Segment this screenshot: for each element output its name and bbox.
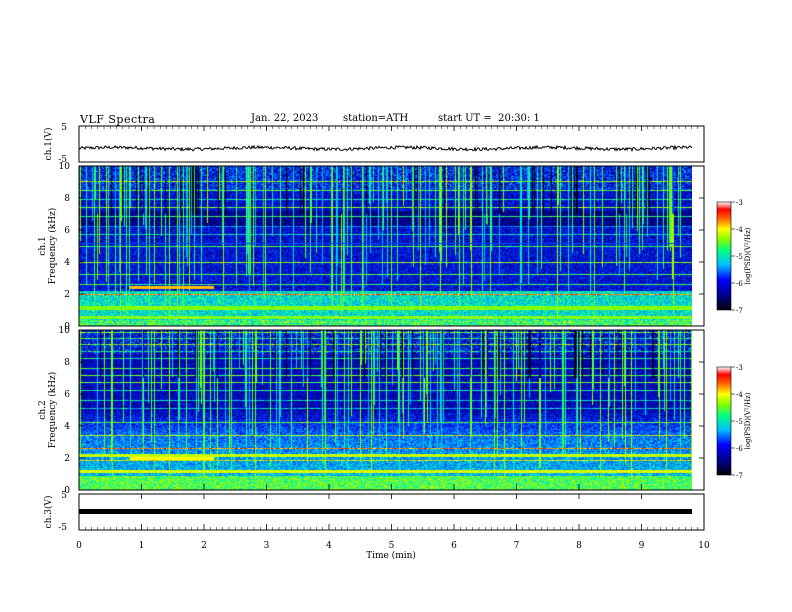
spec1-ticks-label-0: 0 bbox=[64, 322, 70, 332]
cb1-ticks-label--5: -5 bbox=[736, 253, 743, 261]
spec1-ticks-label-6: 6 bbox=[64, 226, 70, 236]
spec1-ticks-label-2: 2 bbox=[64, 290, 70, 300]
spec2-ticks-label-8: 8 bbox=[64, 358, 70, 368]
station-label: station=ATH bbox=[343, 113, 409, 124]
ch1-panel: 5 -5 ch.1(V) bbox=[43, 123, 705, 165]
spec1-image bbox=[79, 166, 692, 326]
cb2-ticks-label--5: -5 bbox=[736, 418, 743, 426]
spec2-ticks-label-10: 10 bbox=[59, 326, 71, 336]
ch1-ylabel: ch.1(V) bbox=[43, 128, 54, 161]
cb1-ticks-label--7: -7 bbox=[736, 307, 743, 315]
spec1-ticks-label-4: 4 bbox=[64, 258, 70, 268]
spectrogram-ch1: 0 2 4 6 8 10 Frequency (kHz) ch.1 bbox=[38, 162, 705, 332]
xtick-4: 4 bbox=[326, 541, 332, 551]
x-axis-label: Time (min) bbox=[366, 550, 416, 561]
colorbar-ch2-label: log(PSD)(V²/Hz) bbox=[744, 392, 752, 449]
ch1-ytick-5: 5 bbox=[61, 123, 67, 133]
spec2-ticks-label-4: 4 bbox=[64, 422, 70, 432]
xtick-6: 6 bbox=[451, 541, 457, 551]
ch3-ylabel: ch.3(V) bbox=[43, 496, 54, 529]
xtick-8: 8 bbox=[576, 541, 582, 551]
spec1-ylabel: Frequency (kHz) bbox=[47, 208, 58, 285]
colorbar-ch2: -3 -4 -5 -6 -7 log(PSD)(V²/Hz) bbox=[716, 364, 752, 480]
date-label: Jan. 22, 2023 bbox=[251, 113, 319, 124]
colorbar-ch1: -3 -4 -5 -6 -7 log(PSD)(V²/Hz) bbox=[716, 199, 752, 315]
colorbar-ch1-label: log(PSD)(V²/Hz) bbox=[744, 227, 752, 284]
xtick-7: 7 bbox=[514, 541, 520, 551]
ch1-ytick-neg5: -5 bbox=[58, 155, 67, 165]
xtick-10: 10 bbox=[698, 541, 710, 551]
cb1-ticks-label--3: -3 bbox=[736, 199, 743, 207]
spec1-prefix: ch.1 bbox=[38, 236, 48, 255]
spec2-image bbox=[79, 330, 692, 490]
cb1-ticks-label--4: -4 bbox=[736, 226, 743, 234]
xtick-5: 5 bbox=[389, 541, 395, 551]
spec2-ylabel: Frequency (kHz) bbox=[47, 372, 58, 449]
xtick-1: 1 bbox=[139, 541, 145, 551]
cb2-ticks-label--4: -4 bbox=[736, 391, 743, 399]
chart-title: VLF Spectra bbox=[80, 113, 156, 126]
spec2-ticks-label-6: 6 bbox=[64, 390, 70, 400]
start-time-label: start UT = 20:30: 1 bbox=[438, 113, 540, 124]
spec2-ticks-label-2: 2 bbox=[64, 454, 70, 464]
ch1-trace bbox=[78, 144, 693, 153]
spectrogram-ch2: 0 2 4 6 8 10 Frequency (kHz) ch.2 bbox=[38, 326, 705, 496]
cb2-ticks-label--3: -3 bbox=[736, 364, 743, 372]
xtick-9: 9 bbox=[639, 541, 645, 551]
cb2-ticks-label--7: -7 bbox=[736, 472, 743, 480]
cb1-ticks-label--6: -6 bbox=[736, 280, 743, 288]
spec1-ticks-label-8: 8 bbox=[64, 194, 70, 204]
ch3-trace bbox=[79, 509, 692, 514]
ch3-panel: 5 -5 ch.3(V) 0 1 2 3 4 5 6 7 8 9 10 Time (min) bbox=[43, 491, 710, 561]
spec1-ticks-label-10: 10 bbox=[59, 162, 71, 172]
ch3-ytick-neg5: -5 bbox=[58, 523, 67, 533]
xtick-0: 0 bbox=[76, 541, 82, 551]
spec2-prefix: ch.2 bbox=[38, 400, 48, 419]
ch3-ytick-5: 5 bbox=[61, 491, 67, 501]
xtick-2: 2 bbox=[201, 541, 207, 551]
cb2-ticks-label--6: -6 bbox=[736, 445, 743, 453]
spec2-ticks-label-0: 0 bbox=[64, 486, 70, 496]
xtick-3: 3 bbox=[264, 541, 270, 551]
